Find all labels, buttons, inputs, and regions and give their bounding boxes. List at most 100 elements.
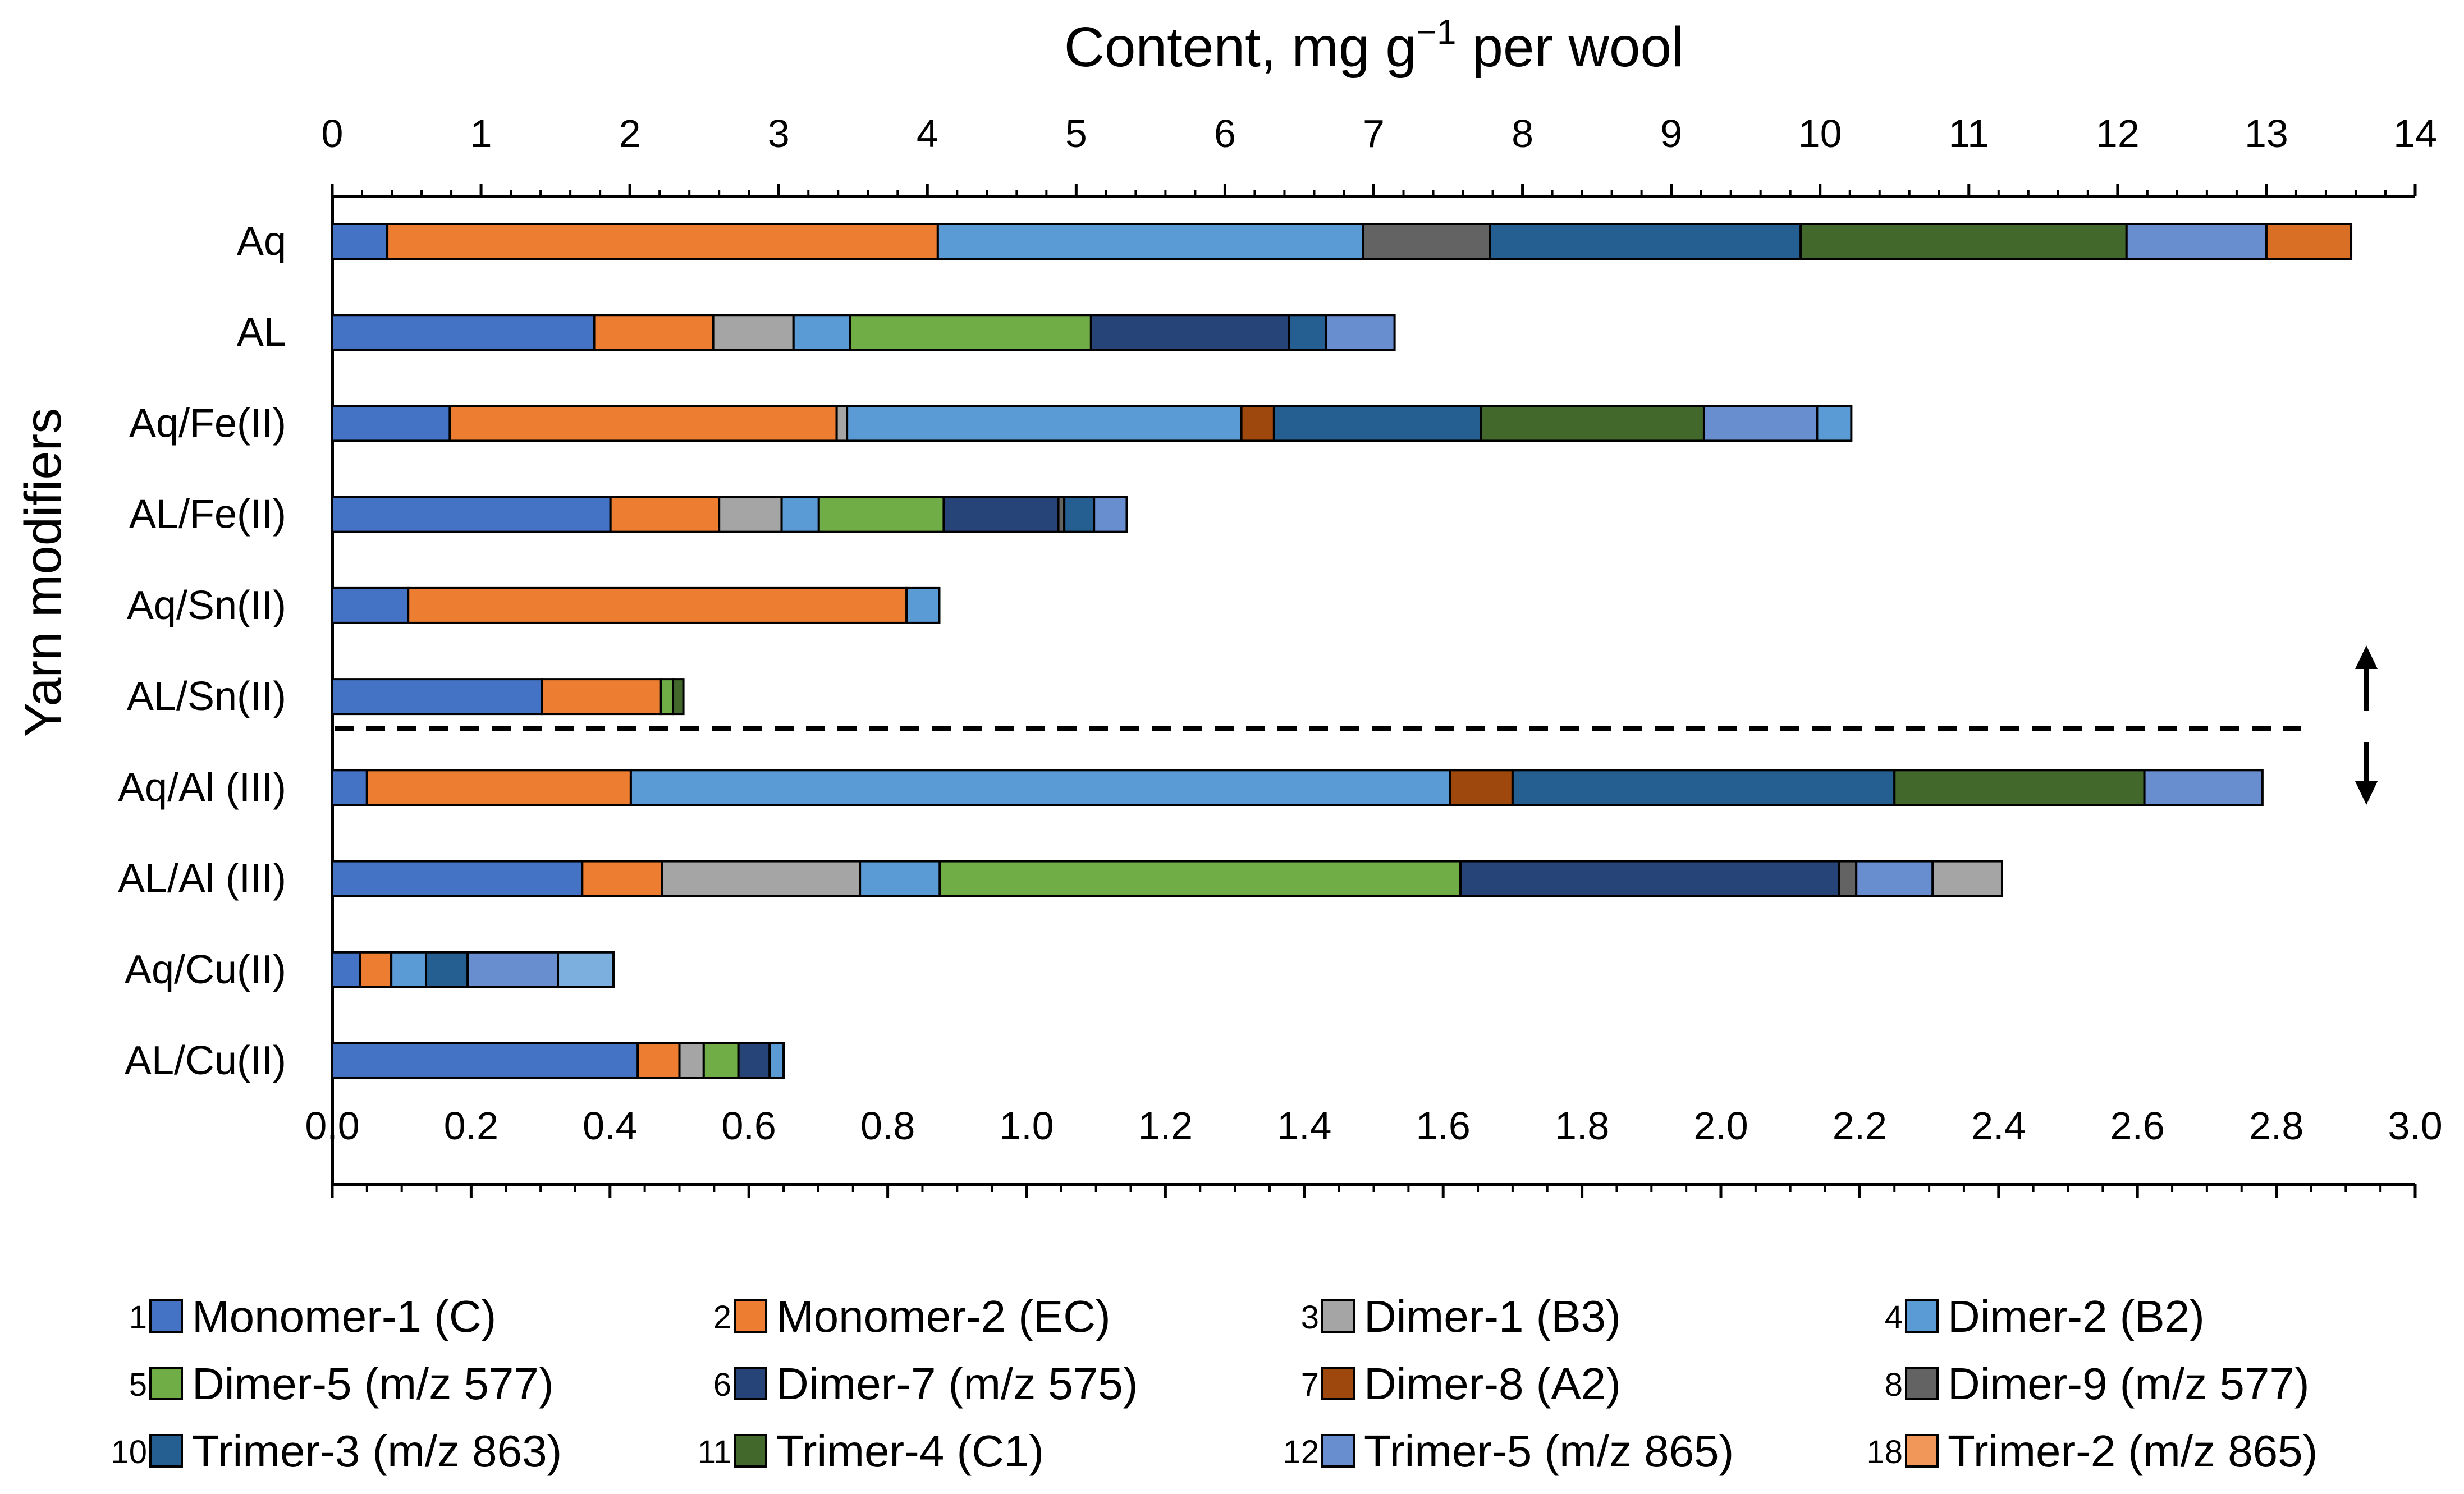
- bar-group-al-cu-ii-: AL/Cu(II): [125, 1038, 785, 1083]
- bar-segment-d1: [1931, 860, 2003, 897]
- legend-label: Monomer-1 (C): [192, 1291, 496, 1341]
- legend-number: 4: [1885, 1299, 1903, 1336]
- bar-segment-d8: [1449, 769, 1514, 806]
- legend-item-d2: 4 Dimer-2 (B2): [1885, 1291, 2205, 1341]
- category-label: AL/Al (III): [118, 856, 286, 901]
- legend-swatch: [734, 1367, 767, 1400]
- bar-group-aq-sn-ii-: Aq/Sn(II): [127, 583, 941, 628]
- bar-group-aq: Aq: [237, 219, 2353, 264]
- bar-segment-t4: [672, 678, 685, 716]
- bar-segment-m1: [331, 496, 612, 533]
- top-tick-label: 5: [1065, 112, 1087, 155]
- bar-segment-t3: [1489, 223, 1802, 260]
- legend-number: 11: [698, 1434, 731, 1470]
- legend-swatch: [149, 1299, 183, 1333]
- bar-segment-t5: [1093, 496, 1128, 533]
- bar-segment-t3: [1272, 405, 1482, 442]
- legend-number: 1: [129, 1299, 147, 1336]
- top-tick-label: 13: [2245, 112, 2288, 155]
- category-label: Aq/Fe(II): [129, 401, 286, 446]
- bar-segment-m2: [593, 314, 715, 351]
- bar-segment-d2: [846, 405, 1243, 442]
- bar-segment-m1: [331, 769, 368, 806]
- top-tick-label: 3: [768, 112, 790, 155]
- bar-segment-d2: [629, 769, 1451, 806]
- bar-segment-d5: [817, 496, 945, 533]
- bar-segment-d5: [659, 678, 675, 716]
- bar-segment-d7: [737, 1042, 771, 1079]
- bar-segment-m1: [331, 951, 361, 988]
- y-axis-label: Yarn modifiers: [15, 408, 72, 737]
- bar-segment-d8: [1240, 405, 1275, 442]
- bar-segment-d9: [1838, 860, 1858, 897]
- bar-segment-m1: [331, 223, 389, 260]
- bar-segment-d2: [390, 951, 427, 988]
- bar-segment-m2: [636, 1042, 681, 1079]
- bar-segment-t5: [1702, 405, 1819, 442]
- bar-segment-d7: [1459, 860, 1840, 897]
- bottom-tick-label: 1.4: [1277, 1104, 1331, 1148]
- legend-label: Dimer-1 (B3): [1364, 1291, 1621, 1341]
- legend-number: 7: [1301, 1367, 1319, 1403]
- bar-segment-m1: [331, 860, 584, 897]
- bottom-tick-label: 2.4: [1971, 1104, 2026, 1148]
- bottom-tick-label: 0.0: [305, 1104, 359, 1148]
- top-tick-label: 6: [1214, 112, 1236, 155]
- bar-segment-t5: [1325, 314, 1396, 351]
- category-label: AL/Sn(II): [127, 674, 286, 719]
- bar-segment-d2: [936, 223, 1364, 260]
- category-label: Aq/Cu(II): [125, 947, 286, 992]
- bar-segment-m1: [331, 1042, 639, 1079]
- bar-group-al-sn-ii-: AL/Sn(II): [127, 674, 685, 719]
- top-tick-label: 2: [619, 112, 641, 155]
- bar-segment-t3: [1063, 496, 1096, 533]
- bar-segment-d5: [938, 860, 1462, 897]
- legend-item-m2: 2 Monomer-2 (EC): [713, 1291, 1111, 1341]
- legend-label: Dimer-9 (m/z 577): [1948, 1359, 2310, 1409]
- legend-swatch: [734, 1434, 767, 1468]
- top-tick-label: 12: [2096, 112, 2140, 155]
- legend-item-t3: 10 Trimer-3 (m/z 863): [111, 1426, 562, 1476]
- bar-segment-m1: [331, 586, 410, 624]
- bar-segment-d1: [678, 1042, 705, 1079]
- legend-swatch: [734, 1299, 767, 1333]
- legend-label: Trimer-2 (m/z 865): [1948, 1426, 2318, 1476]
- bottom-tick-label: 0.6: [722, 1104, 776, 1148]
- bar-segment-aqcu_last: [557, 951, 615, 988]
- top-tick-label: 10: [1798, 112, 1842, 155]
- bar-segment-m2: [448, 405, 838, 442]
- bar-segment-d7: [1089, 314, 1290, 351]
- legend-label: Dimer-8 (A2): [1364, 1359, 1621, 1409]
- legend-label: Monomer-2 (EC): [776, 1291, 1111, 1341]
- bar-segment-t4: [1893, 769, 2146, 806]
- legend-item-m1: 1 Monomer-1 (C): [129, 1291, 497, 1341]
- legend-number: 18: [1866, 1434, 1903, 1470]
- legend-label: Dimer-7 (m/z 575): [776, 1359, 1138, 1409]
- legend-swatch: [149, 1434, 183, 1468]
- legend-item-d8: 7 Dimer-8 (A2): [1301, 1359, 1621, 1409]
- bar-segment-d2: [859, 860, 941, 897]
- bar-segment-d2: [780, 496, 820, 533]
- legend-number: 6: [713, 1367, 731, 1403]
- legend-swatch: [1321, 1367, 1355, 1400]
- legend-label: Trimer-3 (m/z 863): [192, 1426, 562, 1476]
- legend-label: Dimer-2 (B2): [1948, 1291, 2205, 1341]
- legend-item-t5: 12 Trimer-5 (m/z 865): [1283, 1426, 1734, 1476]
- legend: 1 Monomer-1 (C) 2 Monomer-2 (EC) 3 Dimer-1 (B…: [111, 1291, 2318, 1476]
- bar-group-aq-fe-ii-: Aq/Fe(II): [129, 401, 1853, 446]
- category-label: AL/Cu(II): [125, 1038, 286, 1083]
- up-arrow-icon: [2355, 645, 2378, 711]
- bottom-tick-label: 0.4: [583, 1104, 637, 1148]
- bottom-tick-label: 3.0: [2388, 1104, 2442, 1148]
- bar-group-al: AL: [237, 310, 1396, 355]
- bottom-tick-label: 0.8: [860, 1104, 915, 1148]
- bar-segment-t3: [1288, 314, 1327, 351]
- bar-group-al-fe-ii-: AL/Fe(II): [129, 492, 1128, 537]
- bar-segment-d1: [661, 860, 862, 897]
- bar-segment-m1: [331, 405, 451, 442]
- bar-segment-d5: [702, 1042, 740, 1079]
- axes-layer: 0 1 2 3 4 5 6 7 8 9 10 11 12 13 140.0 0.2 0.4 0.6 0.8 1.0 1.…: [305, 112, 2443, 1198]
- legend-item-d5: 5 Dimer-5 (m/z 577): [129, 1359, 554, 1409]
- bar-group-al-al-iii-: AL/Al (III): [118, 856, 2003, 901]
- legend-number: 3: [1301, 1299, 1319, 1336]
